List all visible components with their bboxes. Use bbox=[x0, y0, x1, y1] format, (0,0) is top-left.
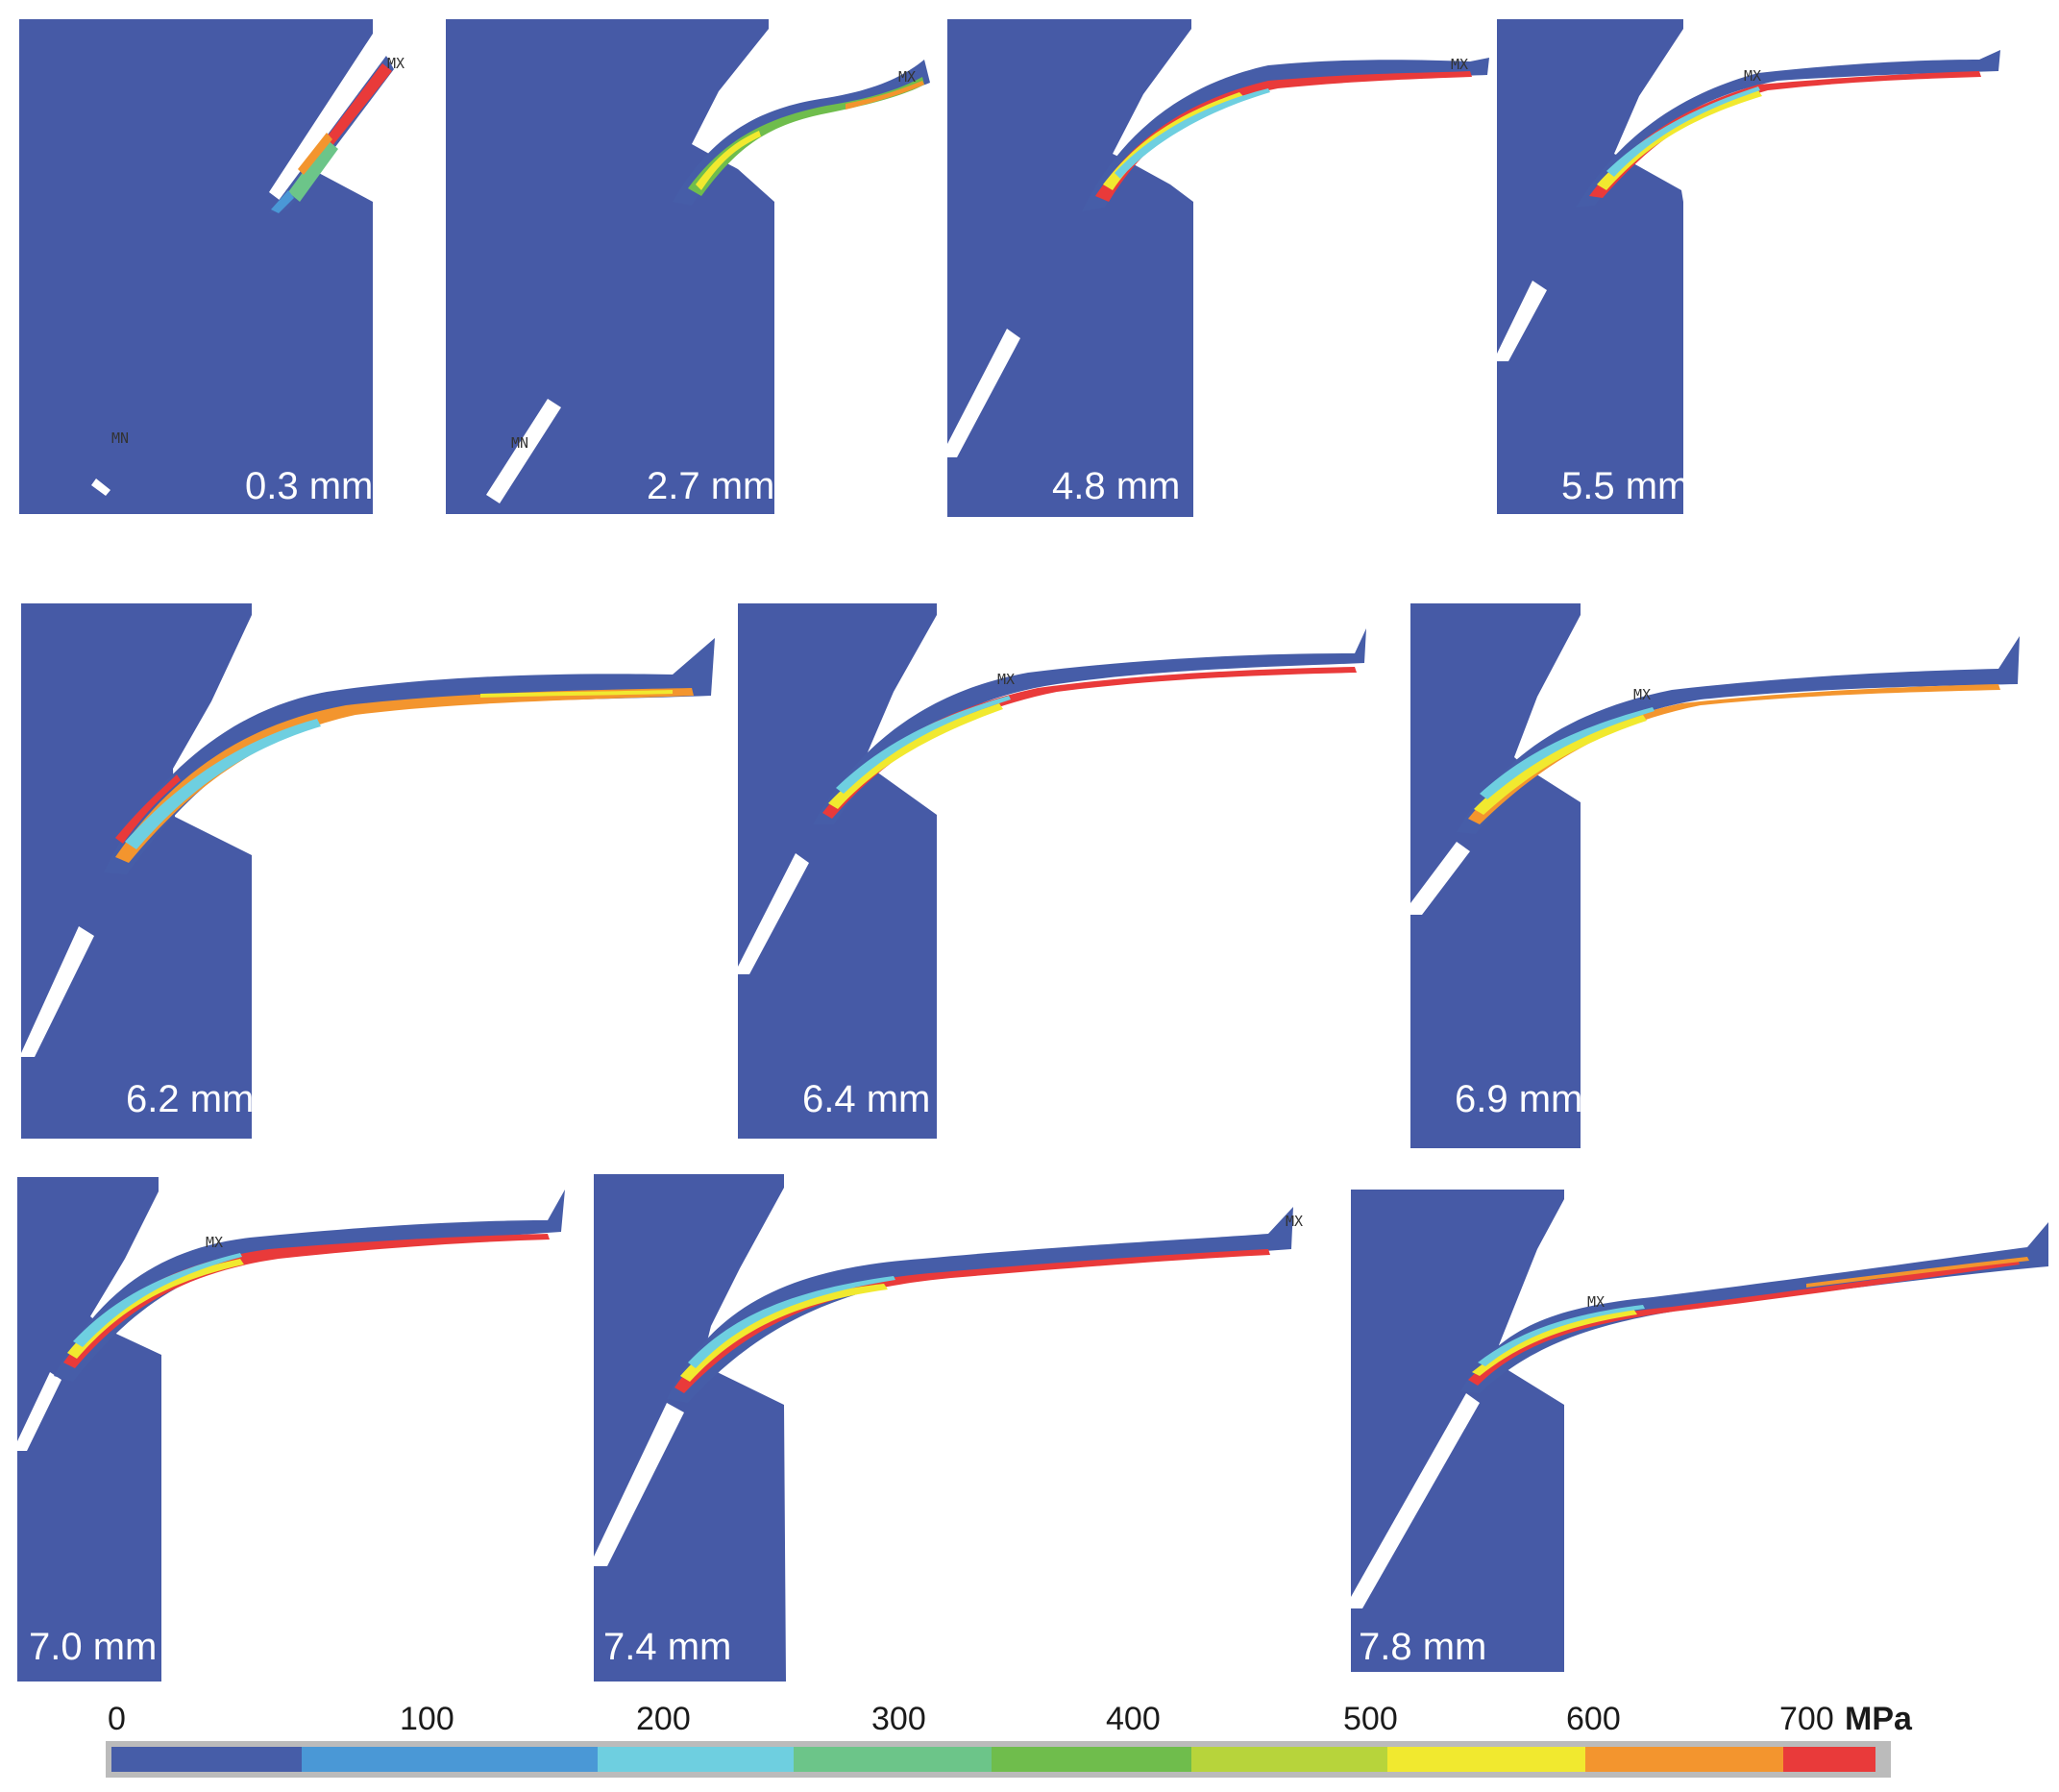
mn-marker: MN bbox=[511, 434, 528, 452]
panel-6: MX 6.4 mm bbox=[738, 603, 1366, 1139]
scale-unit: MPa bbox=[1845, 1701, 1913, 1737]
scale-tick-label: 400 bbox=[1106, 1701, 1161, 1737]
panel-label: 2.7 mm bbox=[647, 465, 774, 507]
mn-marker: MN bbox=[111, 430, 129, 447]
scale-tick-label: 300 bbox=[871, 1701, 926, 1737]
panel-label: 6.2 mm bbox=[126, 1078, 254, 1120]
scale-tick-label: 600 bbox=[1566, 1701, 1621, 1737]
panel-3: MX 4.8 mm bbox=[947, 19, 1489, 517]
panel-5: 6.2 mm bbox=[21, 603, 715, 1139]
scale-tick-label: 100 bbox=[400, 1701, 454, 1737]
scale-tick-label: 500 bbox=[1343, 1701, 1398, 1737]
stress-colorbar: 0 100 200 300 400 500 600 700 MPa bbox=[106, 1701, 1913, 1778]
panel-4: MX 5.5 mm bbox=[1497, 19, 2000, 514]
scale-tick-label: 200 bbox=[636, 1701, 691, 1737]
mx-marker: MX bbox=[206, 1234, 223, 1251]
panel-1: MX MN 0.3 mm bbox=[19, 19, 404, 514]
scale-tick-label: 0 bbox=[108, 1701, 126, 1737]
colorbar-segment bbox=[992, 1747, 1191, 1772]
colorbar-segment bbox=[794, 1747, 992, 1772]
panel-label: 6.4 mm bbox=[802, 1078, 930, 1120]
mx-marker: MX bbox=[1451, 56, 1468, 73]
panel-label: 5.5 mm bbox=[1561, 465, 1689, 507]
colorbar-segment bbox=[302, 1747, 598, 1772]
panel-8: MX 7.0 mm bbox=[17, 1177, 565, 1682]
colorbar-segment bbox=[1585, 1747, 1783, 1772]
mx-marker: MX bbox=[898, 68, 916, 86]
panel-label: 0.3 mm bbox=[245, 465, 373, 507]
panel-label: 4.8 mm bbox=[1052, 465, 1180, 507]
panel-10: MX 7.8 mm bbox=[1351, 1190, 2048, 1672]
mx-marker: MX bbox=[1587, 1293, 1605, 1311]
colorbar-segment bbox=[1387, 1747, 1585, 1772]
mx-marker: MX bbox=[1633, 686, 1651, 703]
scale-tick-label: 700 bbox=[1779, 1701, 1834, 1737]
colorbar-segment bbox=[1191, 1747, 1387, 1772]
mx-marker: MX bbox=[1286, 1213, 1303, 1230]
colorbar-segment bbox=[111, 1747, 302, 1772]
colorbar-segment bbox=[598, 1747, 794, 1772]
colorbar-segments bbox=[111, 1747, 1875, 1772]
panel-label: 7.4 mm bbox=[603, 1626, 731, 1668]
colorbar-segment bbox=[1783, 1747, 1875, 1772]
mx-marker: MX bbox=[1744, 67, 1761, 85]
panel-9: MX 7.4 mm bbox=[594, 1174, 1303, 1682]
mx-marker: MX bbox=[997, 671, 1015, 688]
panel-label: 7.8 mm bbox=[1359, 1626, 1486, 1668]
panel-label: 7.0 mm bbox=[29, 1626, 157, 1668]
panel-2: MX MN 2.7 mm bbox=[446, 19, 930, 514]
panel-label: 6.9 mm bbox=[1455, 1078, 1582, 1120]
panel-7: MX 6.9 mm bbox=[1410, 603, 2020, 1148]
mx-marker: MX bbox=[387, 55, 404, 72]
